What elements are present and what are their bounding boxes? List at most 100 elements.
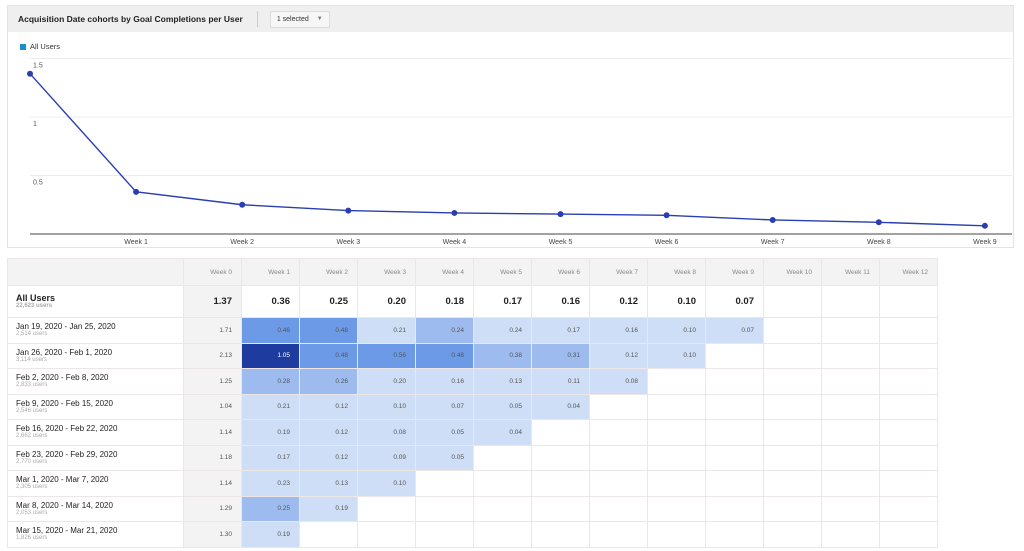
table-cell: 1.25	[183, 368, 242, 395]
table-cell	[647, 444, 706, 471]
data-point[interactable]	[133, 188, 140, 195]
series-line	[29, 73, 985, 227]
cohort-selector-dropdown[interactable]: 1 selected ▼	[269, 10, 330, 28]
cohort-name: Mar 15, 2020 - Mar 21, 2020	[16, 526, 118, 536]
table-cell	[473, 521, 532, 548]
table-cell: 0.21	[241, 393, 300, 420]
data-point[interactable]	[769, 216, 776, 223]
table-cell: 1.05	[241, 342, 300, 369]
table-cell: 0.05	[415, 419, 474, 446]
table-cell	[879, 317, 938, 344]
table-cell: 0.16	[589, 317, 648, 344]
table-row: Feb 23, 2020 - Feb 29, 2020 2,770 users 1.…	[7, 444, 938, 471]
data-point[interactable]	[239, 201, 246, 208]
x-tick-label: Week 4	[443, 239, 467, 246]
table-cell	[763, 419, 822, 446]
table-cell	[647, 495, 706, 522]
table-cell	[705, 342, 764, 369]
table-cell	[299, 521, 358, 548]
table-cell: 0.17	[241, 444, 300, 471]
table-cell	[763, 521, 822, 548]
table-cell: 0.08	[357, 419, 416, 446]
data-point[interactable]	[663, 212, 670, 219]
cohort-label: Feb 9, 2020 - Feb 15, 2020 2,546 users	[7, 393, 184, 420]
table-row: Jan 26, 2020 - Feb 1, 2020 3,114 users 2.1…	[7, 342, 938, 369]
table-cell	[531, 470, 590, 497]
table-cell: 0.19	[299, 495, 358, 522]
column-header: Week 11	[821, 258, 880, 286]
chart-header: Acquisition Date cohorts by Goal Complet…	[8, 6, 1013, 32]
table-cell: 0.10	[647, 285, 706, 318]
table-cell	[763, 342, 822, 369]
table-row: Feb 16, 2020 - Feb 22, 2020 2,662 users 1.…	[7, 419, 938, 446]
table-cell	[821, 521, 880, 548]
table-cell	[531, 495, 590, 522]
table-cell: 0.08	[589, 368, 648, 395]
table-cell	[589, 521, 648, 548]
table-cell: 0.36	[241, 285, 300, 318]
table-cell	[821, 495, 880, 522]
divider	[256, 11, 258, 27]
x-tick-label: Week 9	[973, 239, 997, 246]
table-cell: 0.48	[299, 317, 358, 344]
table-cell: 0.23	[241, 470, 300, 497]
column-header: Week 4	[415, 258, 474, 286]
table-cell: 0.12	[589, 342, 648, 369]
table-cell	[705, 470, 764, 497]
cohort-name: Jan 26, 2020 - Feb 1, 2020	[16, 347, 113, 357]
data-point[interactable]	[981, 222, 988, 229]
table-cell	[763, 368, 822, 395]
table-cell: 0.11	[531, 368, 590, 395]
table-cell	[821, 368, 880, 395]
table-cell	[647, 393, 706, 420]
x-tick-label: Week 3	[336, 239, 360, 246]
cohort-name: Mar 1, 2020 - Mar 7, 2020	[16, 475, 109, 485]
table-cell	[821, 317, 880, 344]
table-cell	[821, 470, 880, 497]
cohort-name: Jan 19, 2020 - Jan 25, 2020	[16, 322, 116, 332]
table-cell	[821, 285, 880, 318]
data-point[interactable]	[875, 219, 882, 226]
legend-item[interactable]: All Users	[20, 42, 60, 51]
table-cell	[763, 444, 822, 471]
data-point[interactable]	[345, 207, 352, 214]
column-header: Week 3	[357, 258, 416, 286]
data-point[interactable]	[451, 209, 458, 216]
table-cell	[415, 495, 474, 522]
table-cell: 0.09	[357, 444, 416, 471]
table-cell	[821, 444, 880, 471]
table-cell: 1.29	[183, 495, 242, 522]
cohort-users: 2,514 users	[16, 331, 48, 338]
cohort-users: 2,662 users	[16, 433, 48, 440]
table-cell	[821, 342, 880, 369]
table-cell	[879, 368, 938, 395]
data-point[interactable]	[557, 211, 564, 218]
table-cell	[647, 368, 706, 395]
column-header: Week 1	[241, 258, 300, 286]
column-header: Week 12	[879, 258, 938, 286]
table-cell	[415, 521, 474, 548]
cohort-name: Feb 16, 2020 - Feb 22, 2020	[16, 424, 118, 434]
table-cell	[705, 368, 764, 395]
table-cell: 0.25	[241, 495, 300, 522]
selector-label: 1 selected	[276, 15, 309, 23]
table-cell: 0.04	[531, 393, 590, 420]
table-cell	[473, 470, 532, 497]
table-cell	[647, 521, 706, 548]
table-row: Jan 19, 2020 - Jan 25, 2020 2,514 users 1.…	[7, 317, 938, 344]
table-cell	[531, 444, 590, 471]
table-cell: 0.13	[299, 470, 358, 497]
table-cell: 0.17	[531, 317, 590, 344]
table-row: Feb 2, 2020 - Feb 8, 2020 2,833 users 1.25…	[7, 368, 938, 395]
data-point[interactable]	[27, 70, 33, 77]
table-cell	[821, 393, 880, 420]
table-cell: 0.10	[647, 342, 706, 369]
table-cell: 0.05	[415, 444, 474, 471]
table-cell	[879, 521, 938, 548]
table-cell: 0.16	[415, 368, 474, 395]
table-cell: 1.71	[183, 317, 242, 344]
table-cell: 0.10	[357, 470, 416, 497]
table-cell	[589, 495, 648, 522]
legend-label: All Users	[30, 42, 61, 51]
cohort-users: 22,623 users	[16, 302, 53, 309]
